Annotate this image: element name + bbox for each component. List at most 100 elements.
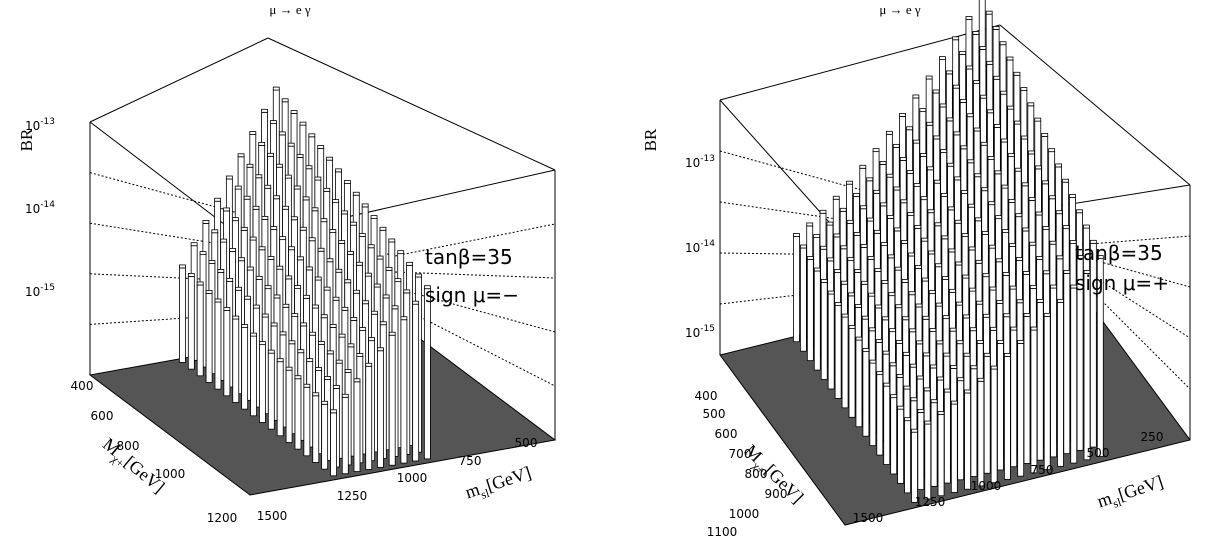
tick-base: 10 (25, 119, 40, 133)
lego-top (347, 250, 354, 255)
lego-top (928, 250, 936, 255)
lego-top (377, 347, 384, 352)
lego-top (1022, 227, 1030, 232)
lego-top (1076, 255, 1084, 259)
lego-top (988, 244, 996, 249)
lego-column (855, 339, 863, 428)
lego-top (933, 135, 941, 140)
lego-column (276, 361, 284, 437)
x-tick-label: 500 (703, 407, 726, 421)
lego-top (1057, 298, 1064, 303)
lego-column (990, 368, 998, 484)
lego-top (947, 206, 955, 211)
lego-column (883, 385, 891, 465)
lego-top (939, 103, 947, 108)
lego-top (986, 60, 994, 65)
lego-top (294, 375, 302, 380)
lego-top (923, 387, 931, 392)
lego-top (894, 266, 902, 271)
y-tick-label: 10-14 (685, 239, 715, 255)
z-tick-label: 1250 (337, 489, 368, 503)
lego-column (1063, 273, 1071, 455)
panel-title: μ → e γ (269, 2, 310, 17)
lego-top (1034, 165, 1042, 170)
lego-top (909, 328, 917, 333)
lego-top (267, 256, 275, 260)
box-edge (999, 24, 1191, 186)
lego-top (973, 80, 980, 84)
lego-top (226, 277, 234, 282)
lego-top (415, 273, 422, 278)
z-tick-label: 1000 (971, 479, 1002, 493)
lego-top (893, 186, 901, 191)
lego-top (1003, 313, 1011, 318)
lego-top (368, 337, 375, 342)
lego-top (880, 242, 888, 246)
lego-top (932, 89, 940, 94)
lego-top (261, 313, 269, 318)
lego-top (941, 235, 949, 240)
lego-top (911, 428, 918, 433)
lego-top (373, 283, 381, 288)
lego-top (813, 267, 821, 272)
lego-top (973, 127, 981, 132)
lego-column (964, 392, 971, 490)
lego-top (324, 376, 331, 380)
lego-top (279, 331, 287, 336)
lego-column (250, 335, 257, 417)
lego-top (388, 238, 396, 243)
lego-column (241, 327, 249, 410)
lego-top (1069, 240, 1077, 244)
lego-column (1003, 356, 1011, 480)
lego-top (834, 302, 842, 306)
lego-top (860, 244, 868, 248)
lego-top (806, 256, 814, 260)
lego-top (282, 205, 289, 210)
lego-column (303, 386, 311, 457)
x-tick-label: 1100 (707, 525, 738, 539)
lego-top (308, 133, 316, 138)
tick-exp: -13 (40, 117, 55, 127)
lego-top (1041, 180, 1049, 185)
lego-top (995, 215, 1002, 220)
lego-top (234, 185, 242, 190)
lego-top (879, 161, 887, 165)
panel: μ → e γBR10-1310-1410-154006008001000120… (17, 2, 557, 525)
lego-top (936, 340, 944, 345)
x-tick-label: 400 (71, 379, 94, 393)
lego-top (379, 226, 387, 231)
lego-column (388, 334, 396, 466)
lego-top (1089, 239, 1097, 244)
lego-top (894, 227, 901, 232)
lego-top (860, 205, 867, 210)
lego-top (875, 304, 882, 309)
label-main: m (463, 479, 483, 502)
lego-top (923, 352, 930, 357)
lego-column (187, 276, 195, 370)
lego-top (315, 367, 323, 371)
lego-column (841, 316, 849, 409)
lego-top (397, 250, 405, 255)
lego-top (996, 299, 1004, 304)
lego-column (897, 408, 905, 484)
lego-top (1002, 229, 1009, 233)
lego-top (205, 290, 213, 294)
lego-top (273, 294, 281, 299)
lego-top (267, 152, 274, 157)
lego-top (1014, 120, 1021, 125)
y-axis-label: BR (17, 128, 36, 151)
lego-top (900, 199, 908, 204)
x-tick-label: 400 (695, 389, 718, 403)
lego-top (276, 265, 284, 270)
z-tick-label: 500 (515, 436, 538, 450)
x-tick-label: 600 (715, 427, 738, 441)
lego-top (1049, 240, 1057, 245)
lego-top (1029, 285, 1037, 289)
lego-top (937, 411, 945, 415)
lego-top (1007, 153, 1015, 158)
lego-top (1082, 224, 1090, 229)
z-tick-label: 250 (1141, 430, 1164, 444)
lego-top (889, 328, 896, 333)
lego-top (208, 260, 216, 264)
lego-top (853, 193, 860, 197)
